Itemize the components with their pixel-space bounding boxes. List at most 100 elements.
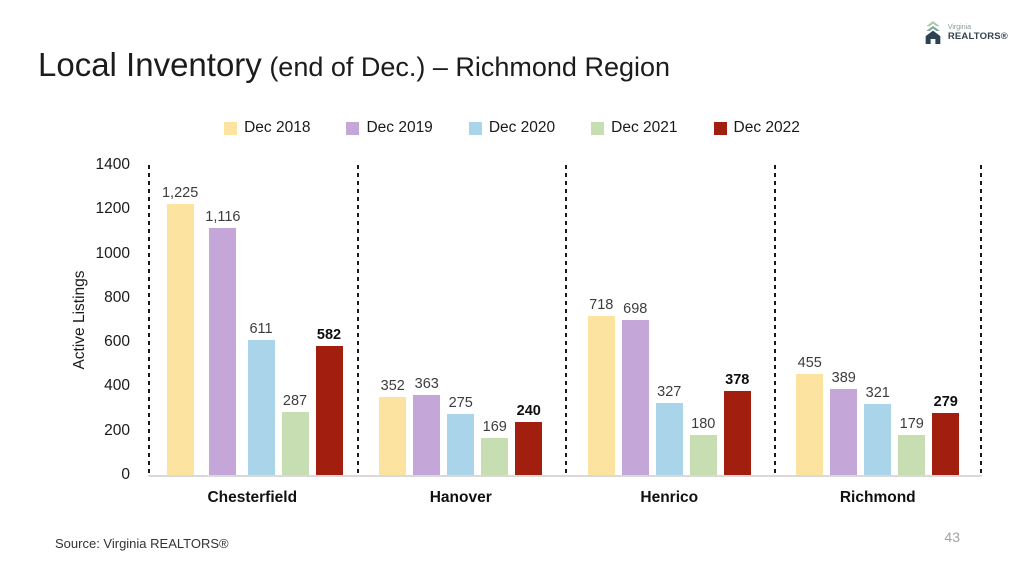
bar-group-henrico: 718 698 327 180 378 (565, 165, 774, 475)
x-category-label: Richmond (839, 489, 916, 506)
y-tick-label: 800 (104, 288, 130, 306)
legend-item: Dec 2019 (346, 119, 433, 137)
bar (830, 388, 858, 475)
group-separator-dashed-line (356, 165, 359, 475)
bar (621, 320, 649, 475)
group-separator-dashed-line (773, 165, 776, 475)
bar (587, 316, 615, 475)
y-tick-label: 200 (104, 421, 130, 439)
x-category-label: Chesterfield (207, 489, 298, 506)
bar (932, 413, 960, 475)
y-tick-label: 400 (104, 377, 130, 395)
legend-swatch-icon (224, 121, 238, 135)
bar-with-label: 240 (515, 402, 543, 475)
bar-with-label: 1,116 (205, 208, 241, 475)
y-tick-label: 1000 (95, 244, 130, 262)
legend-item: Dec 2020 (468, 119, 556, 137)
bar (209, 227, 237, 475)
legend-swatch-icon (713, 121, 727, 135)
bar-value-label: 279 (933, 394, 958, 411)
x-category-label: Hanover (429, 489, 492, 506)
bar-value-label: 321 (865, 384, 890, 401)
bar-value-label: 582 (316, 327, 342, 344)
page-number: 43 (944, 529, 960, 545)
bars: 1,225 1,116 611 287 582 (162, 185, 343, 475)
group-separator-dashed-line (980, 165, 982, 475)
bar (723, 391, 751, 475)
bar (166, 203, 194, 475)
legend-item: Dec 2018 (224, 119, 310, 137)
legend-label: Dec 2018 (244, 119, 311, 136)
group-separator-dashed-line (148, 165, 150, 475)
bar (247, 339, 275, 475)
bar-with-label: 455 (796, 355, 824, 475)
bar-value-label: 240 (516, 402, 541, 419)
bar-group-richmond: 455 389 321 179 279 (774, 165, 983, 475)
bar-with-label: 582 (315, 327, 343, 475)
bar (898, 435, 926, 475)
legend-label: Dec 2020 (488, 119, 556, 136)
page-title-sub: (end of Dec.) – Richmond Region (261, 52, 671, 82)
y-axis-ticks: 0 200 400 600 800 1000 1200 1400 (0, 156, 140, 483)
bar (315, 346, 343, 475)
bar-value-label: 389 (831, 369, 856, 386)
legend-item: Dec 2021 (591, 119, 678, 137)
bar (413, 394, 441, 475)
bar-with-label: 352 (379, 378, 407, 475)
bar-with-label: 279 (932, 394, 960, 475)
y-tick-label: 0 (121, 466, 130, 483)
legend-swatch-icon (346, 121, 360, 135)
bar-with-label: 287 (281, 392, 309, 475)
bar-with-label: 179 (898, 416, 926, 475)
y-tick-label: 1200 (95, 200, 130, 218)
bar-value-label: 718 (589, 297, 614, 313)
bar-value-label: 1,116 (205, 208, 241, 225)
bar-with-label: 698 (621, 301, 649, 475)
bar-value-label: 611 (249, 320, 273, 337)
bar-value-label: 179 (899, 416, 924, 433)
bar-value-label: 180 (691, 416, 716, 433)
bar-with-label: 180 (689, 416, 717, 475)
bar (281, 411, 309, 475)
bar-with-label: 718 (587, 297, 615, 475)
bar-with-label: 275 (447, 395, 475, 475)
bars: 718 698 327 180 378 (587, 297, 751, 475)
bar-value-label: 327 (657, 383, 682, 400)
bar-with-label: 363 (413, 376, 441, 475)
group-separator-dashed-line (565, 165, 567, 475)
bar-value-label: 169 (482, 418, 507, 435)
bar (447, 414, 475, 475)
x-axis-category-labels: Chesterfield Hanover Henrico Richmond (148, 489, 982, 507)
bar-with-label: 1,225 (162, 185, 198, 475)
bar (379, 397, 407, 475)
bar-group-hanover: 352 363 275 169 240 (357, 165, 566, 475)
y-tick-label: 600 (104, 333, 130, 351)
bar-chart-plot-area: 1,225 1,116 611 287 582 352 363 275 169 240 718 698… (148, 165, 982, 477)
logo-text: Virginia REALTORS® (948, 24, 1008, 43)
bar-with-label: 169 (481, 418, 509, 475)
legend-label: Dec 2021 (611, 119, 678, 136)
page-title-main: Local Inventory (38, 46, 262, 83)
bar-with-label: 321 (864, 384, 892, 475)
page-title: Local Inventory (end of Dec.) – Richmond… (38, 46, 670, 84)
bar-with-label: 611 (247, 320, 275, 475)
bar-value-label: 352 (380, 378, 405, 395)
bar-value-label: 698 (623, 301, 648, 318)
logo-brand-top: Virginia (947, 23, 972, 31)
house-chevron-icon (922, 20, 944, 46)
virginia-realtors-logo: Virginia REALTORS® (922, 20, 1008, 46)
bar (796, 374, 824, 475)
legend-item: Dec 2022 (713, 119, 800, 137)
bars: 455 389 321 179 279 (796, 355, 960, 475)
bar-value-label: 287 (282, 392, 308, 409)
legend-swatch-icon (591, 121, 605, 135)
bar (655, 402, 683, 475)
y-tick-label: 1400 (95, 156, 130, 173)
x-category-label: Henrico (640, 489, 699, 506)
bars: 352 363 275 169 240 (379, 376, 543, 475)
bar (864, 403, 892, 475)
bar-group-chesterfield: 1,225 1,116 611 287 582 (148, 165, 357, 475)
legend-label: Dec 2019 (366, 119, 433, 136)
logo-brand-bottom: REALTORS® (947, 30, 1008, 42)
